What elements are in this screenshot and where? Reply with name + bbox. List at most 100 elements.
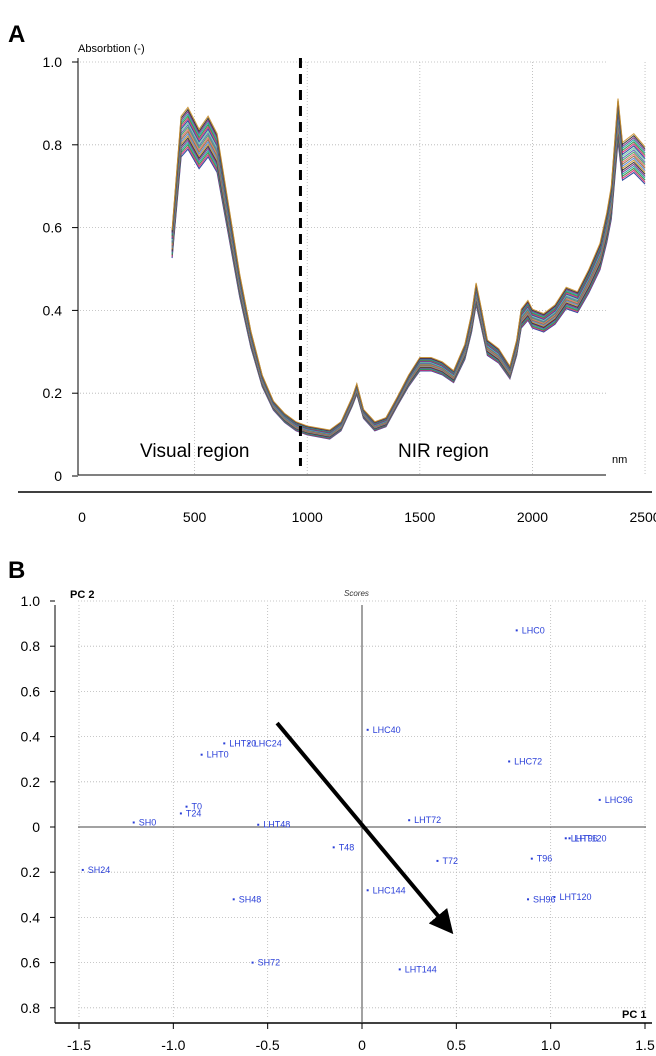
score-point-label: T96: [537, 854, 553, 864]
panel-a-xtick-label: 500: [183, 509, 207, 525]
score-point: [366, 728, 369, 731]
spectrum-line: [171, 127, 646, 437]
score-point: [81, 868, 84, 871]
score-point: [508, 760, 511, 763]
score-point-label: SH48: [239, 894, 262, 904]
score-point: [568, 837, 571, 840]
x-unit-label: nm: [612, 454, 627, 466]
score-point: [257, 823, 260, 826]
score-point-label: SH0: [139, 817, 157, 827]
panel-b-ytick-label: 0.8: [21, 638, 41, 654]
panel-b-xtick-label: -0.5: [256, 1037, 280, 1053]
score-point: [366, 889, 369, 892]
panel-b-ytick-label: 0.6: [21, 955, 41, 971]
panel-b-ytick-label: 0.2: [21, 774, 41, 790]
panel-b-ytick-label: 0.8: [21, 1000, 41, 1016]
panel-a-grid: [80, 61, 646, 475]
panel-a-ylabel: Absorbtion (-): [78, 43, 145, 55]
score-point: [553, 896, 556, 899]
panel-b-ytick-label: 0.2: [21, 864, 41, 880]
panel-b-xlabel: PC 1: [622, 1009, 646, 1021]
panel-b-title: Scores: [344, 589, 369, 598]
panel-a-ytick-label: 1.0: [43, 54, 63, 70]
panel-a-spectra: [171, 98, 646, 440]
panel-a-ytick-label: 0: [54, 468, 62, 484]
score-point-label: LHT20: [229, 738, 256, 748]
panel-a-xtick-label: 2000: [517, 509, 548, 525]
score-point-label: LHT72: [414, 815, 441, 825]
spectrum-line: [171, 125, 646, 437]
panel-a-xtick-label: 1000: [292, 509, 323, 525]
score-point: [598, 798, 601, 801]
score-point-label: LHT48: [263, 820, 290, 830]
panel-b-ytick-label: 0.4: [21, 909, 41, 925]
panel-b-ytick-label: 0.4: [21, 729, 41, 745]
score-point-label: LHC0: [522, 625, 545, 635]
panel-b-ytick-label: 0.6: [21, 683, 41, 699]
score-point: [247, 742, 250, 745]
panel-a-letter: A: [8, 21, 25, 48]
score-point: [179, 812, 182, 815]
score-point-label: LHT120: [559, 892, 591, 902]
spectrum-line: [171, 134, 646, 439]
visual-region-label: Visual region: [140, 441, 250, 462]
panel-a-xtick-label: 1500: [404, 509, 435, 525]
spectrum-line: [171, 121, 646, 436]
score-point: [515, 629, 518, 632]
panel-b-ytick-label: 0: [32, 819, 40, 835]
panel-b-xtick-label: 1.0: [541, 1037, 561, 1053]
score-point-label: LHC24: [254, 738, 282, 748]
panel-b-xtick-label: 1.5: [635, 1037, 655, 1053]
score-point-label: SH24: [88, 865, 111, 875]
panel-b-ticks: 1.0 0.8 0.6 0.4 0.2 0 0.2 0.4 0.6 0.8 -1.5 -1.0 -0.5…: [21, 593, 655, 1053]
score-point: [232, 898, 235, 901]
score-point: [564, 837, 567, 840]
panel-b-ytick-label: 1.0: [21, 593, 41, 609]
score-point-label: T0: [192, 802, 203, 812]
panel-b-letter: B: [8, 557, 25, 584]
score-point: [251, 961, 254, 964]
panel-a-ticks: 0 0.2 0.4 0.6 0.8 1.0 0 500 1000 1500 2000 2500: [43, 54, 656, 525]
score-point-label: T72: [442, 856, 458, 866]
score-point-label: LHT0: [207, 750, 229, 760]
score-point: [530, 857, 533, 860]
score-point: [132, 821, 135, 824]
panel-b-xtick-label: 0: [358, 1037, 366, 1053]
nir-region-label: NIR region: [398, 441, 489, 462]
score-point-label: SH72: [258, 958, 281, 968]
score-point: [436, 859, 439, 862]
score-point: [332, 846, 335, 849]
panel-a-ytick-label: 0.8: [43, 137, 63, 153]
score-point: [185, 805, 188, 808]
panel-a-ytick-label: 0.2: [43, 385, 63, 401]
panel-b-xtick-label: -1.0: [161, 1037, 185, 1053]
score-point-label: T24: [186, 808, 202, 818]
spectrum-line: [171, 130, 646, 438]
spectrum-line: [171, 123, 646, 436]
spectrum-line: [171, 98, 646, 431]
panel-b-xtick-label: 0.5: [447, 1037, 467, 1053]
score-point-label: LHT96: [571, 833, 598, 843]
panel-b-ylabel: PC 2: [70, 589, 94, 601]
spectrum-line: [171, 136, 646, 439]
panel-a-ytick-label: 0.4: [43, 302, 63, 318]
score-point-label: SH96: [533, 894, 556, 904]
panel-a-ytick-label: 0.6: [43, 220, 63, 236]
trend-arrow: [275, 721, 454, 935]
score-point: [223, 742, 226, 745]
panel-a-xtick-label: 2500: [629, 509, 656, 525]
score-point-label: LHC144: [373, 885, 406, 895]
score-point-label: LHT144: [405, 964, 437, 974]
score-point-label: T48: [339, 842, 355, 852]
panel-b-xtick-label: -1.5: [67, 1037, 91, 1053]
score-point-label: LHT120: [575, 833, 607, 843]
score-point: [408, 819, 411, 822]
spectrum-line: [171, 132, 646, 438]
score-point: [398, 968, 401, 971]
score-point-label: LHC40: [373, 725, 401, 735]
score-point-label: LHC72: [514, 756, 542, 766]
score-point: [527, 898, 530, 901]
score-point: [200, 753, 203, 756]
